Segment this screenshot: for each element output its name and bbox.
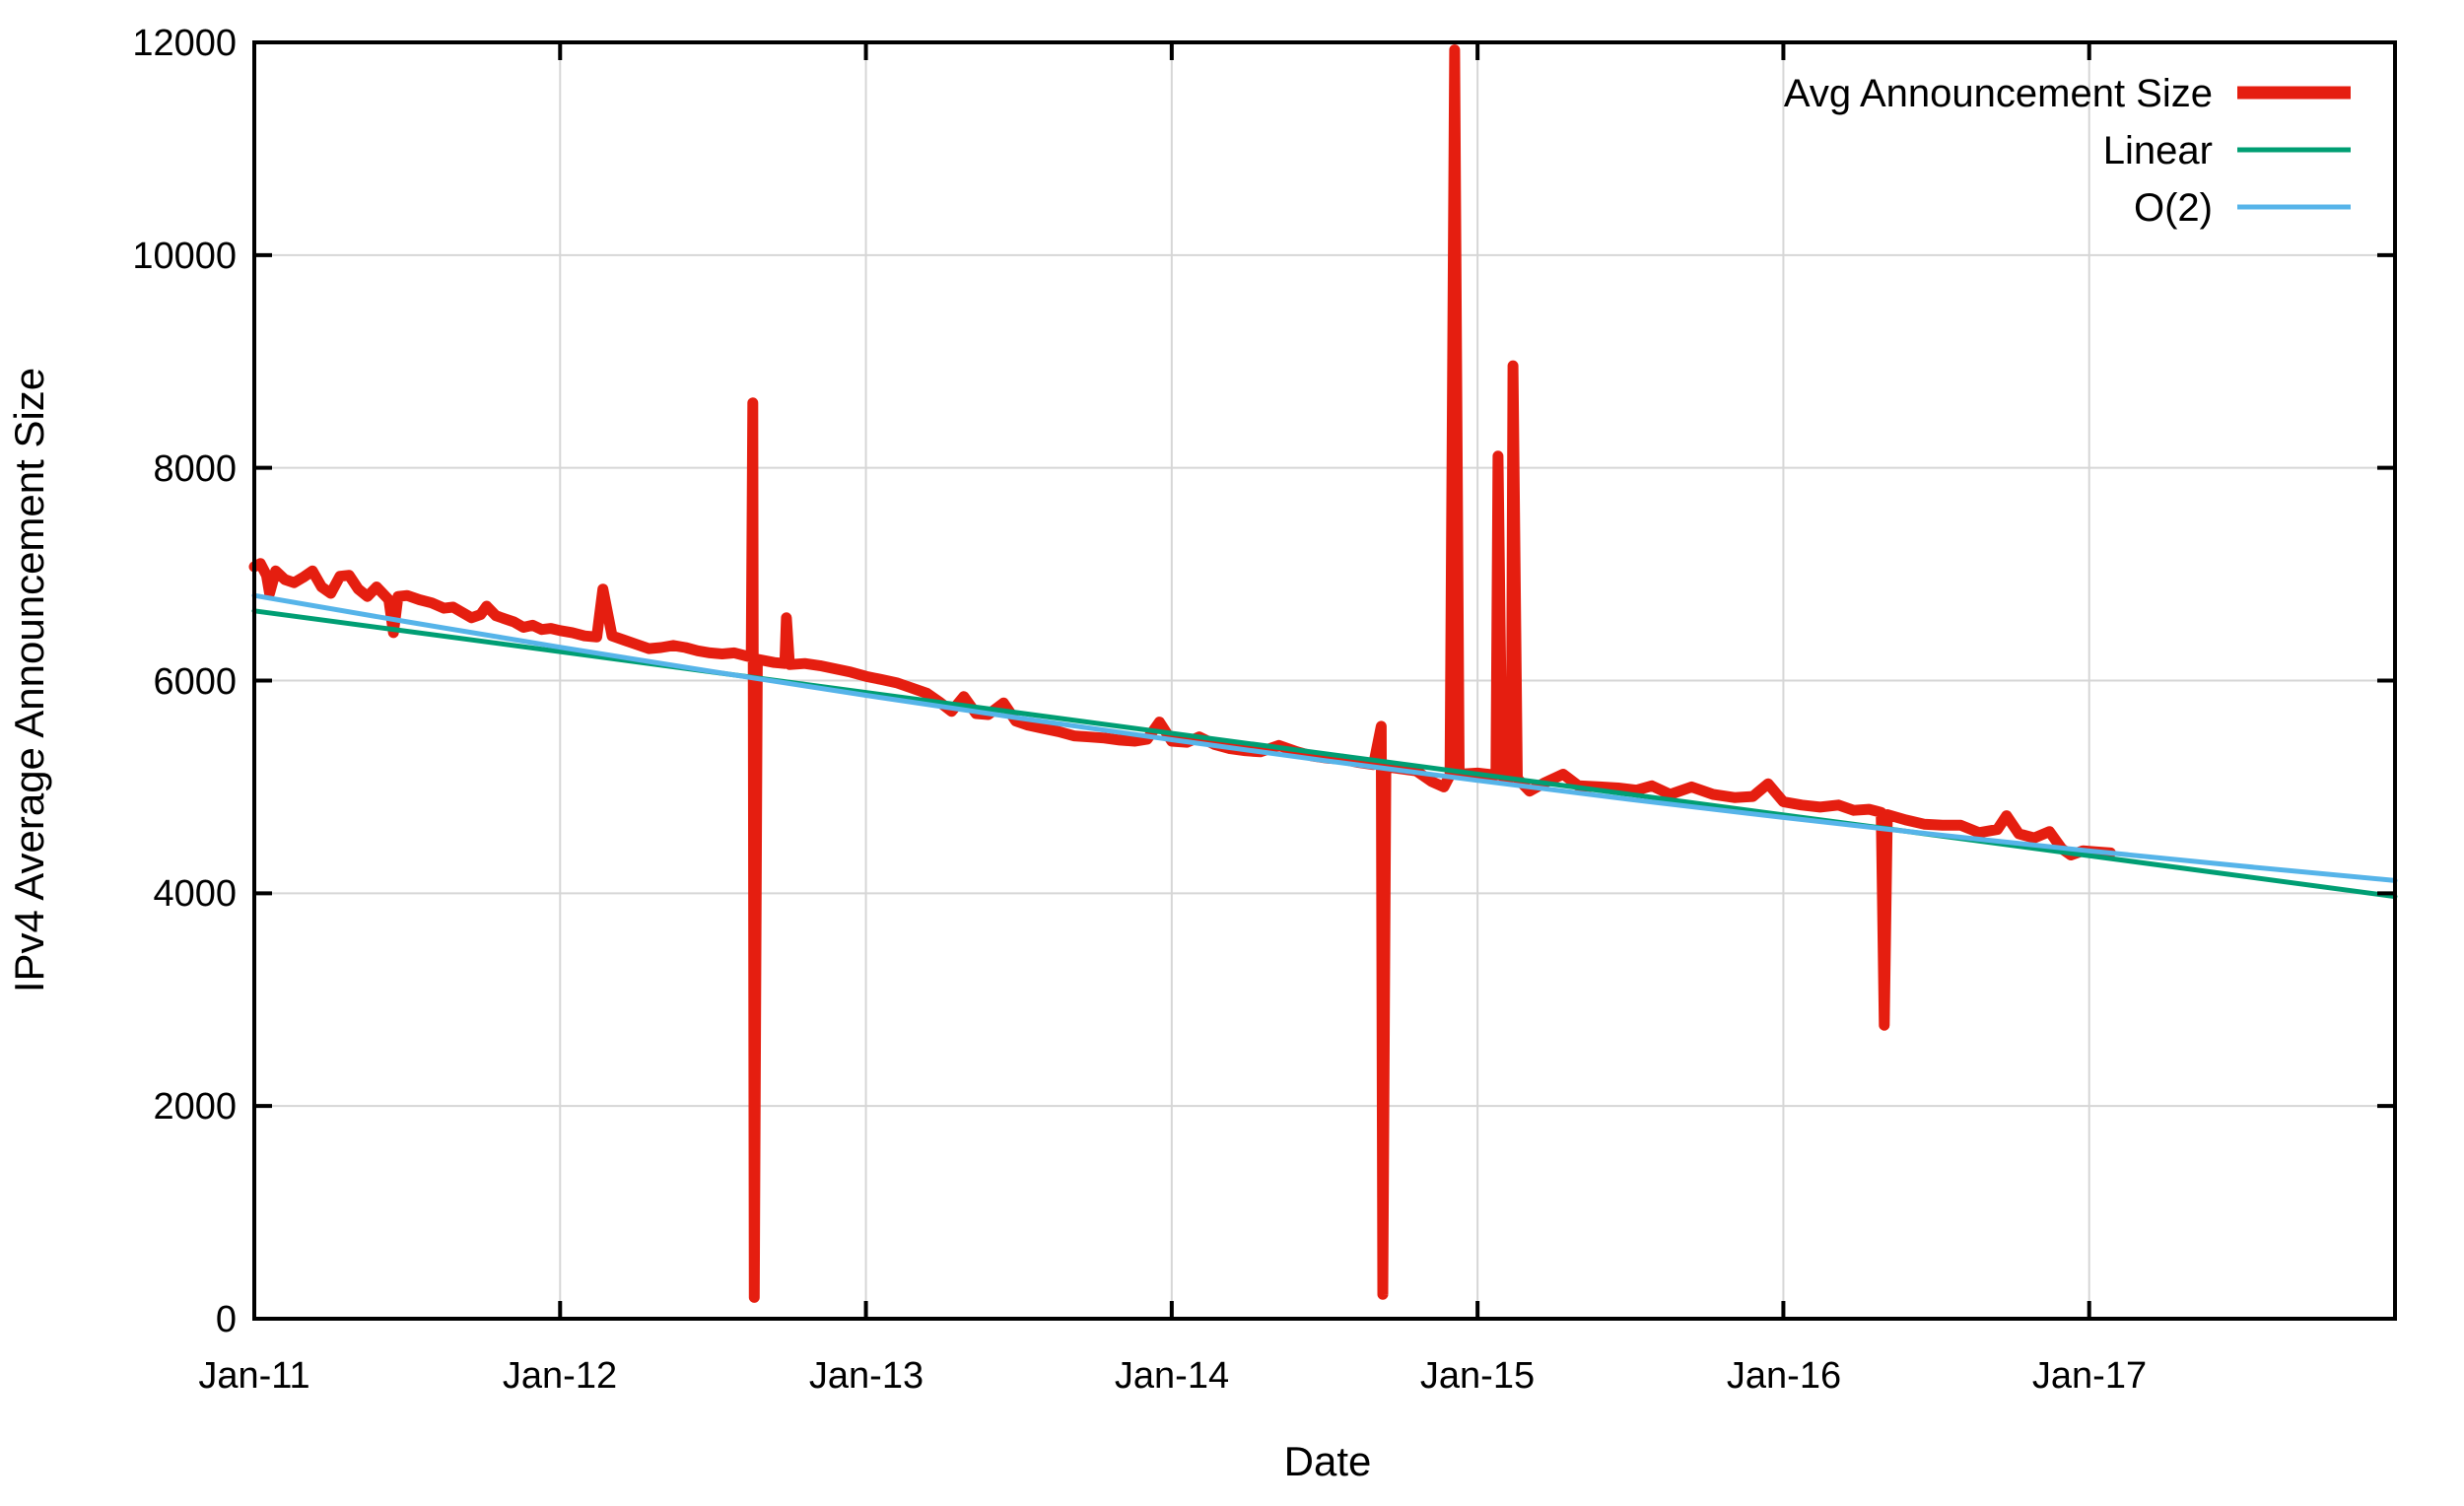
- grid-layer: [253, 41, 2395, 1320]
- x-axis-label: Date: [1284, 1438, 1372, 1484]
- y-tick-label: 2000: [153, 1086, 237, 1128]
- y-tick-label: 4000: [153, 873, 237, 915]
- y-tick-label: 12000: [132, 23, 237, 64]
- plot-border: [252, 40, 2397, 1321]
- x-tick-label: Jan-14: [1115, 1355, 1229, 1397]
- x-tick-label: Jan-11: [198, 1355, 309, 1397]
- legend-label-avg-announcement-size: Avg Announcement Size: [1784, 72, 2213, 115]
- legend-label-o2: O(2): [2134, 186, 2213, 230]
- series-line-avg-announcement-size: [248, 44, 2116, 1303]
- legend: Avg Announcement Size Linear O(2): [1784, 72, 2351, 230]
- x-tick-label: Jan-13: [809, 1355, 924, 1397]
- y-tick-label: 8000: [153, 448, 237, 490]
- x-tick-label: Jan-15: [1420, 1355, 1535, 1397]
- legend-label-linear: Linear: [2103, 129, 2213, 172]
- y-axis-label: IPv4 Average Announcement Size: [6, 368, 52, 993]
- x-tick-label: Jan-16: [1727, 1355, 1841, 1397]
- series-line-o-2-: [251, 592, 2398, 883]
- y-tick-label: 10000: [132, 236, 237, 277]
- y-tick-label: 6000: [153, 661, 237, 703]
- y-tick-label: 0: [216, 1299, 237, 1340]
- series-line-linear: [251, 608, 2398, 900]
- x-tick-label: Jan-12: [503, 1355, 617, 1397]
- x-tick-label: Jan-17: [2032, 1355, 2147, 1397]
- series-layer: [248, 44, 2398, 1303]
